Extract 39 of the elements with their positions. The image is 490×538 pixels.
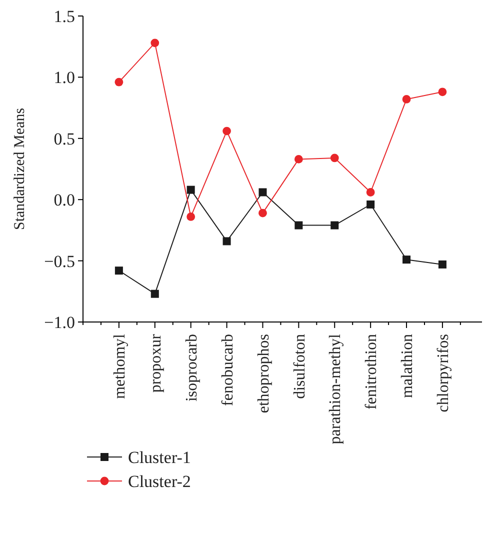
- x-tick-label: disulfoton: [291, 334, 308, 399]
- x-tick-label: malathion: [399, 334, 416, 398]
- x-tick-label: chlorpyrifos: [435, 334, 452, 412]
- x-tick-label: fenitrothion: [363, 334, 380, 410]
- point: [150, 38, 160, 48]
- x-tick-label: methomyl: [112, 333, 129, 399]
- point: [258, 208, 267, 218]
- point: [366, 188, 375, 196]
- point: [402, 95, 411, 104]
- y-tick-label: 1.0: [54, 68, 75, 88]
- y-tick-label: 1.5: [54, 6, 75, 26]
- y-tick-label: −0.5: [44, 252, 75, 271]
- point: [114, 266, 123, 275]
- point: [258, 188, 267, 196]
- legend-label: Cluster-1: [128, 448, 191, 467]
- point: [150, 290, 159, 298]
- legend-label: Cluster-2: [128, 472, 191, 491]
- x-tick-label: propoxur: [147, 333, 164, 393]
- x-tick-label: ethoprophos: [255, 334, 272, 414]
- point: [186, 212, 196, 221]
- point: [330, 221, 339, 230]
- point: [438, 88, 447, 96]
- point: [294, 221, 303, 230]
- point: [222, 126, 231, 136]
- y-tick-label: −1.0: [44, 312, 75, 332]
- point: [366, 200, 375, 208]
- x-tick-label: isoprocarb: [183, 334, 200, 402]
- y-tick-label: 0.0: [54, 190, 75, 210]
- point: [114, 78, 124, 86]
- x-tick-label: fenobucarb: [219, 334, 236, 406]
- point: [186, 186, 195, 194]
- point: [402, 256, 411, 264]
- point: [438, 260, 446, 268]
- y-axis-title: Standardized Means: [12, 108, 28, 230]
- x-tick-label: parathion-methyl: [327, 333, 344, 444]
- point: [222, 237, 231, 246]
- point: [294, 155, 303, 164]
- point: [330, 154, 339, 162]
- y-tick-label: 0.5: [54, 129, 75, 148]
